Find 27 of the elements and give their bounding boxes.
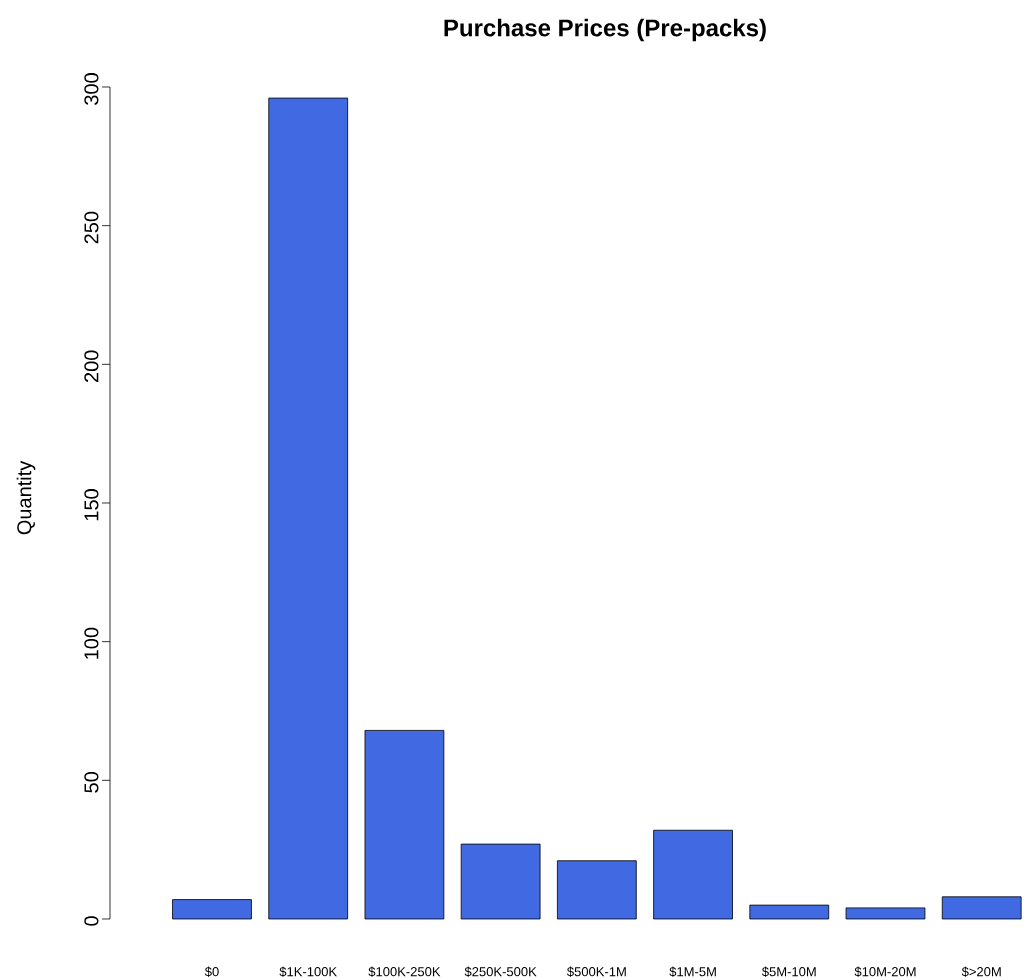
chart-title: Purchase Prices (Pre-packs) (444, 18, 766, 42)
bar (749, 904, 830, 920)
bar (268, 97, 349, 920)
bar (172, 899, 252, 920)
y-tick-label: 50 (84, 771, 99, 793)
y-tick-label: 200 (84, 350, 99, 382)
y-tick-label: 100 (84, 627, 99, 659)
x-tick-label: $0 (204, 966, 219, 978)
y-tick-label: 150 (84, 489, 99, 521)
y-tick-label: 250 (84, 211, 99, 244)
x-tick-label: $10M-20M (854, 966, 916, 978)
x-tick-label: $100K-250K (368, 966, 441, 978)
bar (941, 896, 1022, 920)
bar (653, 829, 733, 920)
y-tick-label: 300 (84, 73, 99, 105)
x-tick-label: $1K-100K (279, 966, 337, 978)
x-tick-label: $250K-500K (464, 966, 537, 978)
bar (364, 730, 445, 920)
bar (845, 907, 926, 920)
y-axis-title: Quantity (16, 460, 36, 535)
y-tick-label: 0 (84, 916, 99, 926)
x-tick-label: $500K-1M (567, 966, 626, 978)
x-tick-label: $1M-5M (669, 966, 716, 978)
bar (557, 860, 637, 920)
x-tick-label: $5M-10M (761, 966, 816, 978)
bar (460, 843, 541, 920)
x-tick-label: $>20M (961, 966, 1001, 978)
